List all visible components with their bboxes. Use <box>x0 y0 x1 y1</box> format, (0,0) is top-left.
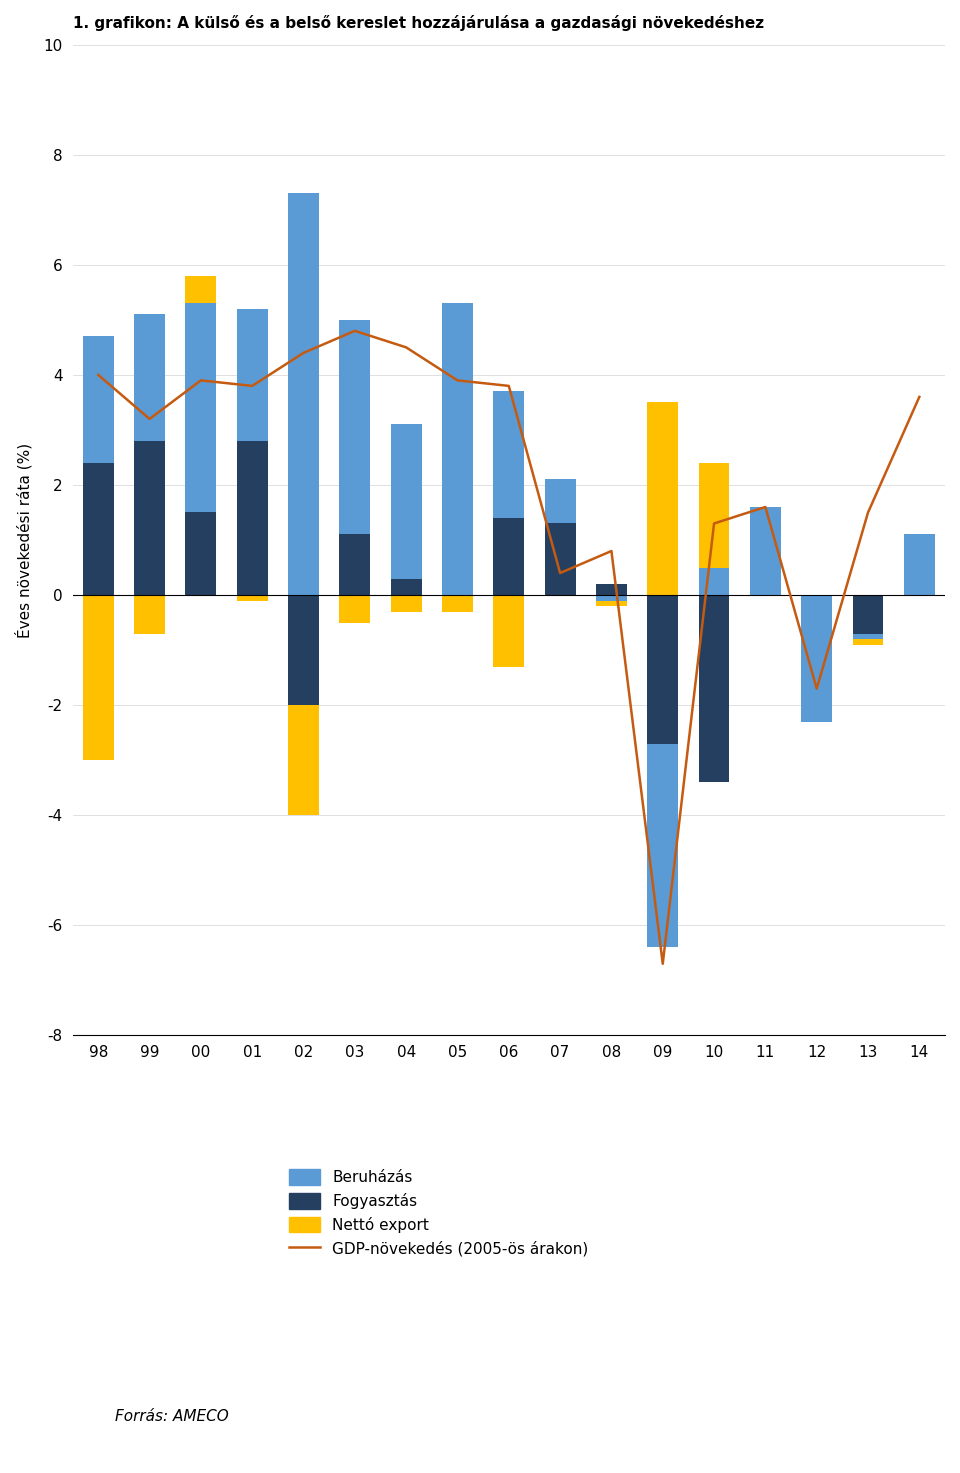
Bar <box>544 523 575 595</box>
Bar <box>852 595 883 633</box>
Bar <box>340 595 371 623</box>
Bar <box>237 440 268 595</box>
Bar <box>288 706 319 815</box>
Bar <box>802 595 832 722</box>
Bar <box>237 595 268 601</box>
Bar <box>442 595 473 611</box>
Text: Forrás: AMECO: Forrás: AMECO <box>115 1410 228 1424</box>
Legend: Beruházás, Fogyasztás, Nettó export, GDP-növekedés (2005-ös árakon): Beruházás, Fogyasztás, Nettó export, GDP… <box>282 1162 596 1264</box>
Bar <box>237 309 268 440</box>
Bar <box>852 633 883 639</box>
Bar <box>699 567 730 595</box>
Bar <box>391 424 421 579</box>
Bar <box>442 303 473 595</box>
Bar <box>134 440 165 595</box>
Text: 1. grafikon: A külső és a belső kereslet hozzájárulása a gazdasági növekedéshez: 1. grafikon: A külső és a belső kereslet… <box>73 15 764 31</box>
Bar <box>699 595 730 782</box>
Bar <box>185 275 216 303</box>
Bar <box>185 513 216 595</box>
Bar <box>134 314 165 440</box>
Bar <box>647 595 678 744</box>
Bar <box>852 639 883 645</box>
Bar <box>391 595 421 611</box>
Bar <box>340 320 371 535</box>
Bar <box>288 595 319 706</box>
Bar <box>340 535 371 595</box>
Bar <box>83 595 113 760</box>
Bar <box>750 507 780 595</box>
Bar <box>493 392 524 518</box>
Bar <box>699 463 730 567</box>
Bar <box>904 535 935 595</box>
Bar <box>83 463 113 595</box>
Bar <box>647 402 678 595</box>
Bar <box>596 601 627 605</box>
Y-axis label: Éves növekedési ráta (%): Éves növekedési ráta (%) <box>15 442 33 638</box>
Bar <box>647 744 678 947</box>
Bar <box>596 595 627 601</box>
Bar <box>493 518 524 595</box>
Bar <box>493 595 524 667</box>
Bar <box>596 583 627 595</box>
Bar <box>391 579 421 595</box>
Bar <box>185 303 216 513</box>
Bar <box>544 479 575 523</box>
Bar <box>288 193 319 595</box>
Bar <box>83 336 113 463</box>
Bar <box>134 595 165 633</box>
